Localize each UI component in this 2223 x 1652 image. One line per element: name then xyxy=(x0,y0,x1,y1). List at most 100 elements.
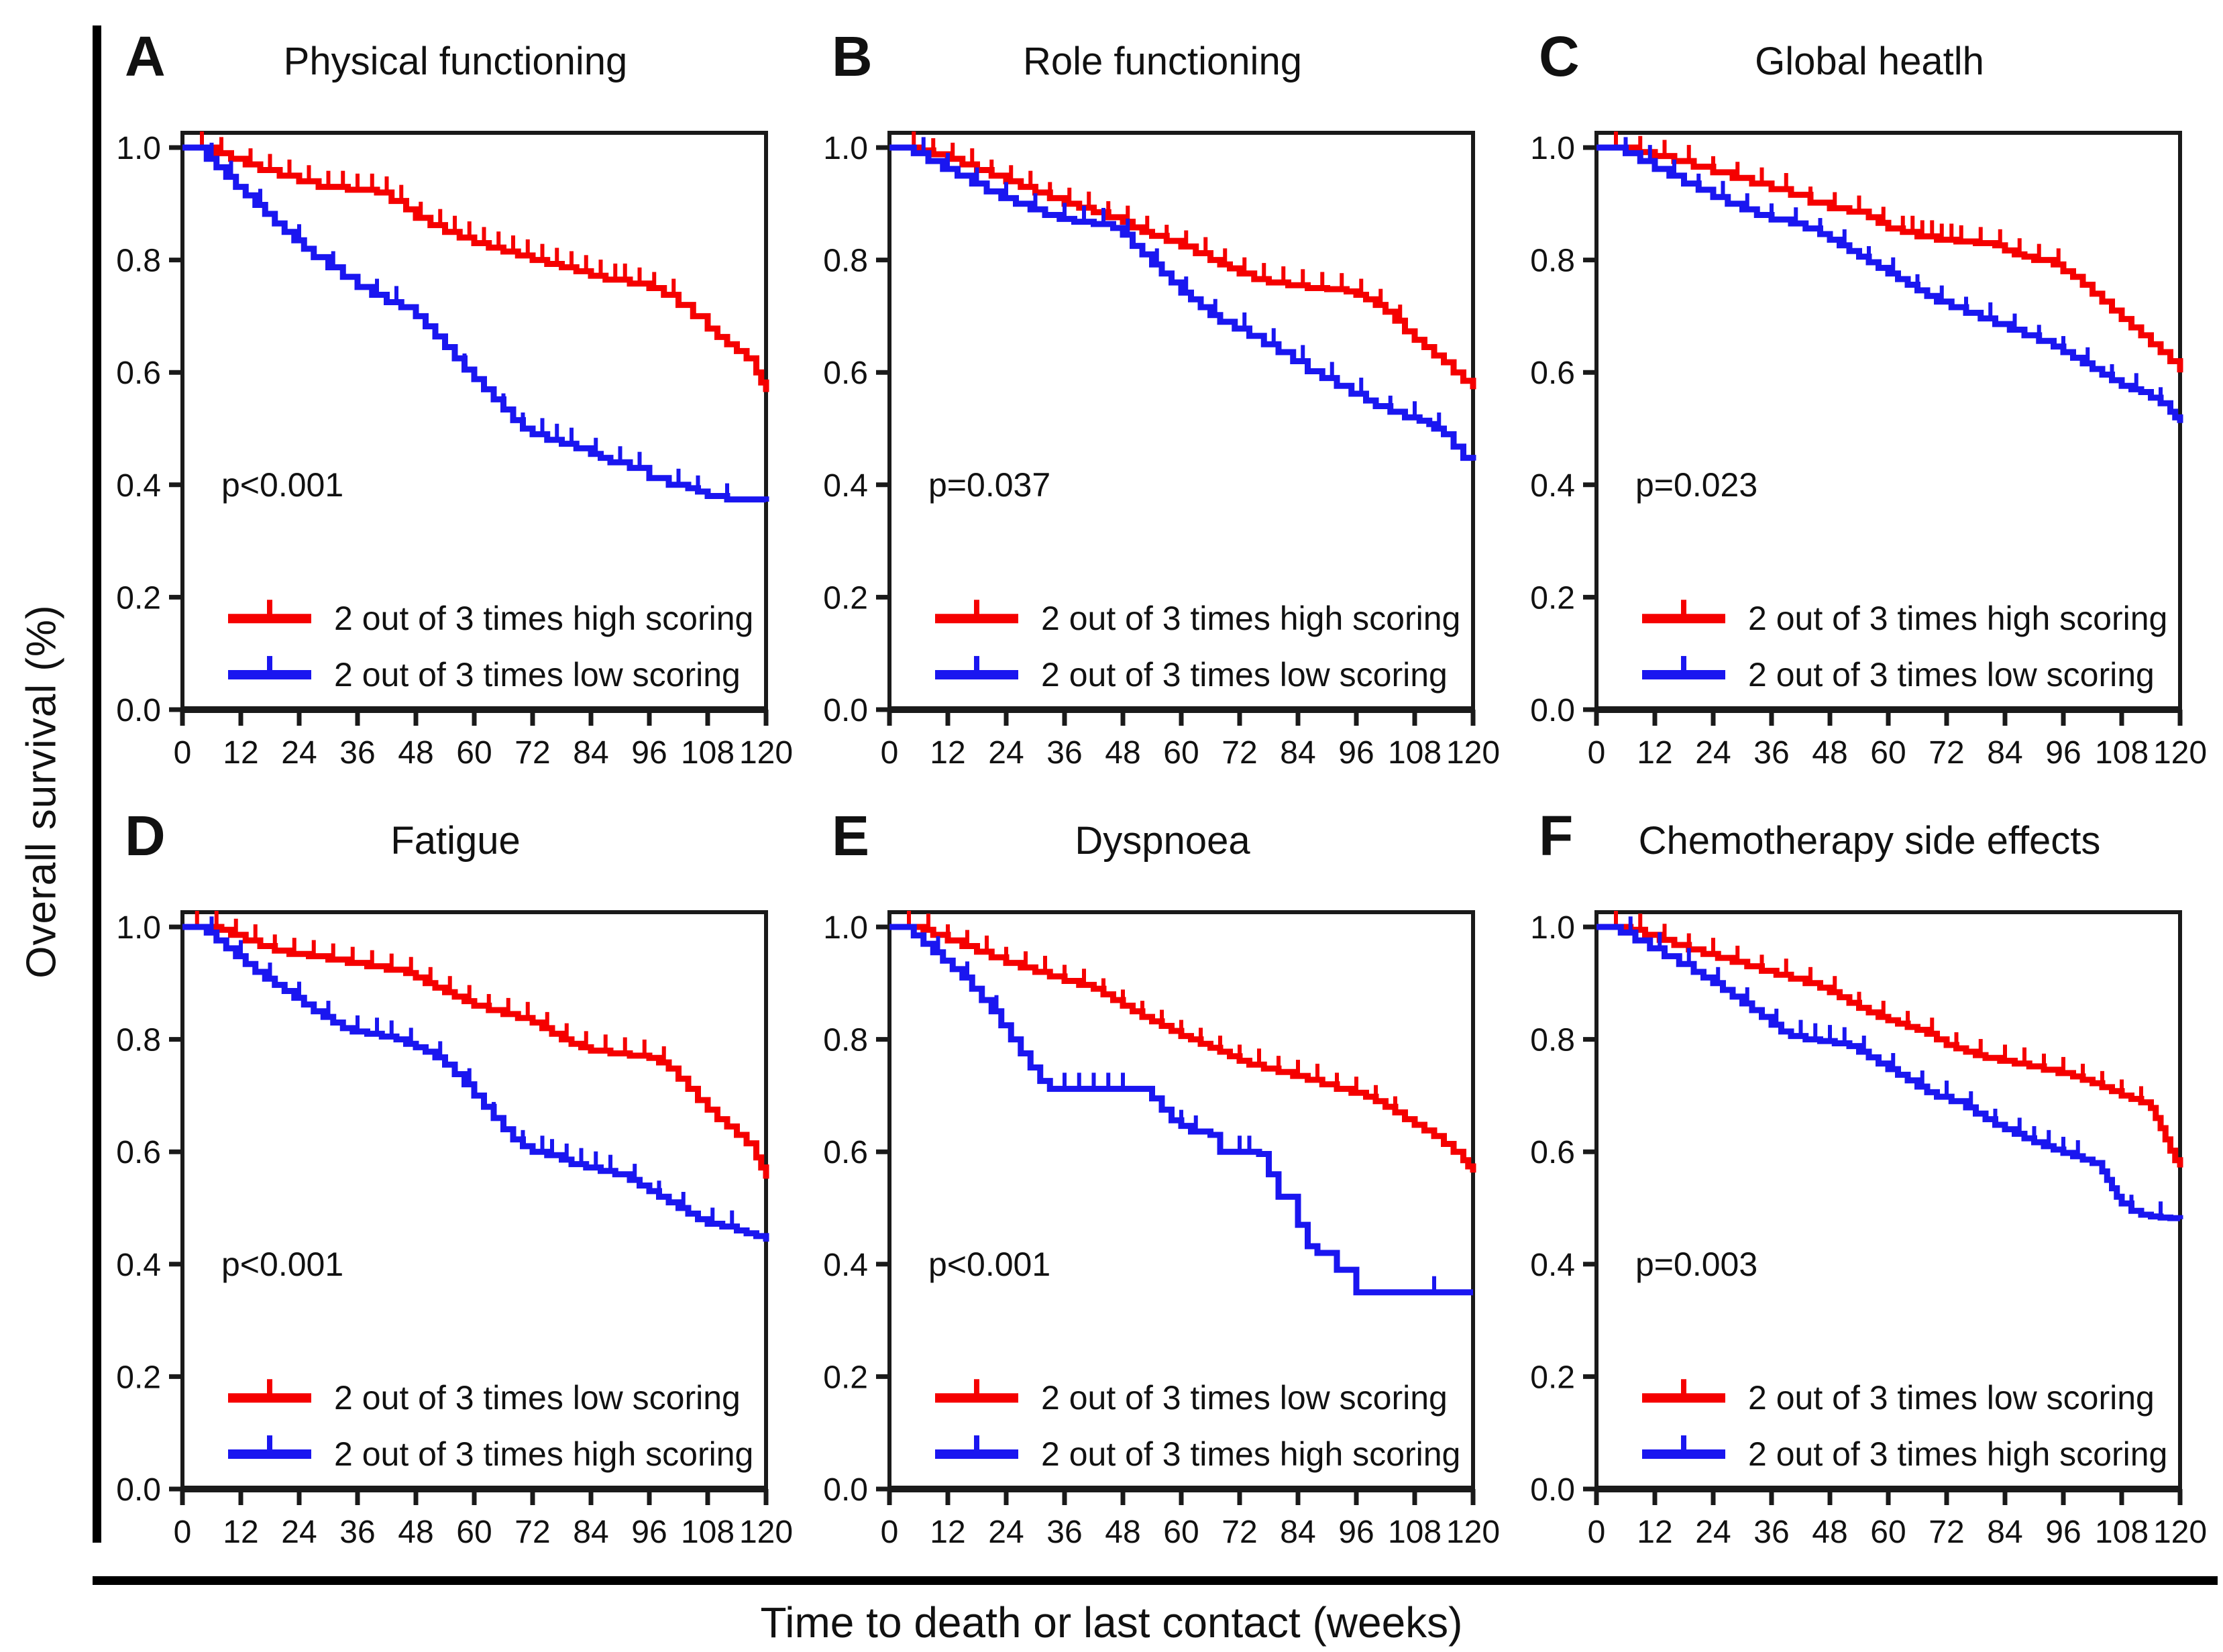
x-tick-label: 120 xyxy=(2153,1515,2207,1550)
km-curve-blue xyxy=(889,144,1476,461)
x-tick-label: 12 xyxy=(930,1515,965,1550)
p-value: p<0.001 xyxy=(221,466,343,504)
p-value: p=0.037 xyxy=(928,466,1050,504)
legend-label: 2 out of 3 times low scoring xyxy=(1041,656,1448,694)
panel-fatigue: D Fatigue 1.0 0.8 0.6 0.4 0.2 0.0 0 12 24 36 48 60 7… xyxy=(102,789,809,1568)
y-tick-label: 0.0 xyxy=(116,1472,161,1508)
x-tick-label: 60 xyxy=(456,735,492,771)
x-tick-label: 84 xyxy=(573,735,608,771)
x-tick-label: 24 xyxy=(281,735,317,771)
y-tick-label: 0.6 xyxy=(116,355,161,391)
panel-title: Physical functioning xyxy=(283,40,628,83)
y-tick-label: 0.4 xyxy=(1530,1248,1575,1283)
y-tick-label: 0.6 xyxy=(1530,355,1575,391)
x-tick-label: 48 xyxy=(1812,735,1847,771)
legend-label: 2 out of 3 times high scoring xyxy=(1041,600,1460,637)
x-tick-label: 60 xyxy=(1870,1515,1906,1550)
x-tick-label: 120 xyxy=(739,1515,793,1550)
x-tick-label: 72 xyxy=(1222,735,1257,771)
y-tick-label: 1.0 xyxy=(116,131,161,166)
panel-role-functioning: B Role functioning 1.0 0.8 0.6 0.4 0.2 0.0 0 12… xyxy=(809,9,1516,789)
km-curve-red xyxy=(889,924,1476,1173)
x-tick-label: 36 xyxy=(339,735,375,771)
x-axis-label: Time to death or last contact (weeks) xyxy=(760,1598,1463,1647)
x-tick-label: 0 xyxy=(1588,735,1606,771)
y-tick-label: 0.6 xyxy=(1530,1135,1575,1170)
y-tick-label: 0.0 xyxy=(1530,1472,1575,1508)
x-tick-label: 0 xyxy=(881,735,899,771)
legend-label: 2 out of 3 times low scoring xyxy=(334,1379,741,1417)
p-value: p=0.003 xyxy=(1635,1246,1757,1283)
y-tick-label: 1.0 xyxy=(1530,910,1575,946)
legend-label: 2 out of 3 times high scoring xyxy=(334,600,753,637)
x-tick-label: 72 xyxy=(1929,1515,1964,1550)
x-tick-label: 0 xyxy=(174,1515,192,1550)
panel-title: Role functioning xyxy=(1023,40,1302,83)
x-tick-label: 48 xyxy=(398,735,433,771)
x-tick-label: 24 xyxy=(988,1515,1024,1550)
panel-physical-functioning: A Physical functioning 1.0 0.8 0.6 0.4 0.2 0.… xyxy=(102,9,809,789)
x-tick-label: 96 xyxy=(1338,735,1374,771)
x-tick-label: 36 xyxy=(1046,1515,1082,1550)
km-curve-red xyxy=(1596,924,2183,1168)
legend-label: 2 out of 3 times low scoring xyxy=(334,656,741,694)
legend-label: 2 out of 3 times low scoring xyxy=(1748,1379,2155,1417)
y-tick-label: 0.8 xyxy=(1530,1023,1575,1058)
panel-letter: F xyxy=(1539,804,1574,867)
x-tick-label: 108 xyxy=(2095,735,2149,771)
legend-label: 2 out of 3 times high scoring xyxy=(1041,1435,1460,1473)
x-tick-label: 24 xyxy=(281,1515,317,1550)
x-tick-label: 0 xyxy=(1588,1515,1606,1550)
x-tick-label: 72 xyxy=(514,735,550,771)
x-tick-label: 60 xyxy=(1870,735,1906,771)
x-tick-label: 108 xyxy=(681,735,735,771)
y-tick-label: 0.4 xyxy=(823,468,868,504)
x-tick-label: 48 xyxy=(398,1515,433,1550)
km-curve-blue xyxy=(1596,924,2183,1221)
x-tick-label: 60 xyxy=(456,1515,492,1550)
y-tick-label: 0.4 xyxy=(823,1248,868,1283)
x-tick-label: 72 xyxy=(514,1515,550,1550)
x-tick-label: 84 xyxy=(573,1515,608,1550)
y-tick-label: 0.0 xyxy=(1530,693,1575,728)
x-tick-label: 96 xyxy=(631,735,667,771)
x-tick-label: 120 xyxy=(2153,735,2207,771)
panel-title: Fatigue xyxy=(390,819,521,863)
y-tick-label: 1.0 xyxy=(823,910,868,946)
panel-title: Dyspnoea xyxy=(1075,819,1250,863)
x-tick-label: 60 xyxy=(1163,735,1199,771)
x-tick-label: 96 xyxy=(631,1515,667,1550)
panel-chemotherapy-side-effects: F Chemotherapy side effects 1.0 0.8 0.6 0.4… xyxy=(1516,789,2223,1568)
y-tick-label: 0.6 xyxy=(823,355,868,391)
x-tick-label: 96 xyxy=(1338,1515,1374,1550)
km-chart: 1.0 0.8 0.6 0.4 0.2 0.0 0 12 24 36 48 60 72 84 96 108 12… xyxy=(823,910,1500,1550)
km-curve-red xyxy=(889,144,1476,390)
x-tick-label: 24 xyxy=(1695,1515,1731,1550)
panel-letter: A xyxy=(125,25,166,88)
km-curve-red xyxy=(1596,144,2183,373)
x-tick-label: 36 xyxy=(1753,1515,1789,1550)
p-value: p<0.001 xyxy=(221,1246,343,1283)
panel-letter: B xyxy=(832,25,873,88)
x-tick-label: 96 xyxy=(2045,1515,2081,1550)
panels-grid: A Physical functioning 1.0 0.8 0.6 0.4 0.2 0.… xyxy=(102,9,2223,1568)
x-tick-label: 120 xyxy=(739,735,793,771)
x-tick-label: 108 xyxy=(1388,1515,1442,1550)
y-tick-label: 0.4 xyxy=(116,1248,161,1283)
panel-dyspnoea: E Dyspnoea 1.0 0.8 0.6 0.4 0.2 0.0 0 12 24 36 48 60… xyxy=(809,789,1516,1568)
km-chart: 1.0 0.8 0.6 0.4 0.2 0.0 0 12 24 36 48 60 72 84 96 108 12… xyxy=(823,131,1500,771)
x-tick-label: 120 xyxy=(1446,735,1500,771)
y-tick-label: 1.0 xyxy=(1530,131,1575,166)
y-tick-label: 0.0 xyxy=(823,693,868,728)
x-tick-label: 72 xyxy=(1929,735,1964,771)
x-tick-label: 72 xyxy=(1222,1515,1257,1550)
km-curve-red xyxy=(182,924,769,1179)
y-tick-label: 0.8 xyxy=(116,1023,161,1058)
x-tick-label: 12 xyxy=(1637,1515,1672,1550)
y-tick-label: 0.6 xyxy=(116,1135,161,1170)
y-axis-bar xyxy=(93,25,101,1543)
y-axis-label: Overall survival (%) xyxy=(18,604,65,979)
km-curve-red xyxy=(182,144,769,392)
p-value: p<0.001 xyxy=(928,1246,1050,1283)
